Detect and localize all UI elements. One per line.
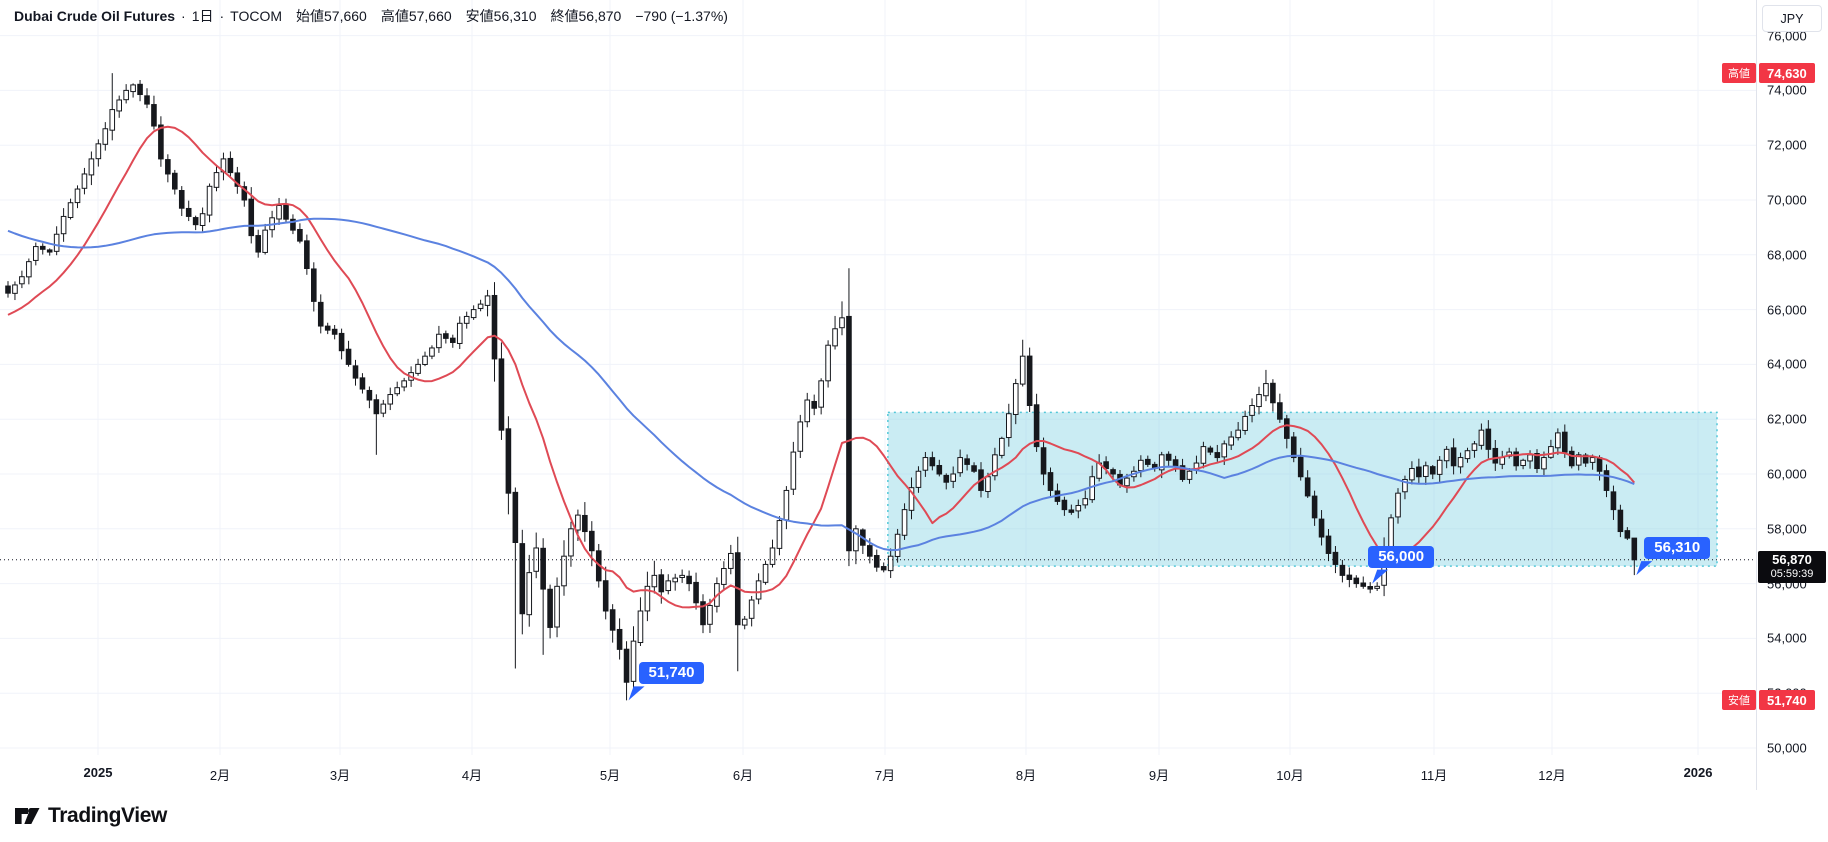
tradingview-logo[interactable]: TradingView <box>14 804 167 828</box>
chart-legend: Dubai Crude Oil Futures · 1日 · TOCOM 始値5… <box>14 6 728 26</box>
price-axis[interactable]: 76,000 74,000 72,000 70,000 68,000 66,000 64,0… <box>1756 0 1828 790</box>
price-tick-66000: 66,000 <box>1767 302 1807 318</box>
separator: · <box>219 8 225 24</box>
price-tick-74000: 74,000 <box>1767 82 1807 98</box>
price-tick-64000: 64,000 <box>1767 356 1807 372</box>
price-tick-54000: 54,000 <box>1767 630 1807 646</box>
moving-average-lines <box>7 125 1636 609</box>
candlestick-chart-canvas[interactable] <box>0 0 1756 755</box>
bar-countdown: 05:59:39 <box>1770 568 1814 581</box>
time-tick-5月: 5月 <box>599 768 621 783</box>
period-low-label: 安値 51,740 <box>1722 690 1815 711</box>
chart-plot-area[interactable] <box>0 0 1756 755</box>
time-tick-2026: 2026 <box>1683 765 1713 780</box>
time-tick-4月: 4月 <box>461 768 483 783</box>
currency-toggle-button[interactable]: JPY <box>1762 5 1822 32</box>
time-tick-8月: 8月 <box>1015 768 1037 783</box>
price-marker-56000[interactable]: 56,000 <box>1368 545 1435 568</box>
candles <box>5 73 1638 701</box>
time-tick-12月: 12月 <box>1538 768 1566 783</box>
high-chip-label: 高値 <box>1722 63 1756 84</box>
gridlines <box>0 0 1756 755</box>
marker-tails <box>628 561 1653 701</box>
price-marker-51740[interactable]: 51,740 <box>638 662 705 685</box>
highlight-region[interactable] <box>887 411 1718 567</box>
ohlc-close: 終値56,870 <box>550 8 622 24</box>
time-tick-11月: 11月 <box>1420 768 1448 783</box>
interval-label[interactable]: 1日 <box>191 8 214 24</box>
time-tick-2025: 2025 <box>83 765 113 780</box>
footer: TradingView <box>0 790 1828 842</box>
price-tick-62000: 62,000 <box>1767 411 1807 427</box>
time-tick-2月: 2月 <box>209 768 231 783</box>
ohlc-high: 高値57,660 <box>380 8 452 24</box>
time-axis[interactable]: 2025 2月 3月 4月 5月 6月 7月 8月 9月 10月 11月 12月 2026 <box>0 755 1756 791</box>
price-tick-60000: 60,000 <box>1767 466 1807 482</box>
time-tick-9月: 9月 <box>1148 768 1170 783</box>
price-tick-50000: 50,000 <box>1767 740 1807 756</box>
time-tick-6月: 6月 <box>732 768 754 783</box>
price-tick-72000: 72,000 <box>1767 137 1807 153</box>
last-price-value: 56,870 <box>1772 552 1812 568</box>
exchange-label: TOCOM <box>230 8 283 24</box>
low-chip-value: 51,740 <box>1759 690 1815 711</box>
low-chip-label: 安値 <box>1722 690 1756 711</box>
symbol-title[interactable]: Dubai Crude Oil Futures <box>14 8 176 24</box>
tradingview-wordmark: TradingView <box>48 804 167 827</box>
change-value: −790 (−1.37%) <box>635 8 728 24</box>
tradingview-logo-mark <box>15 808 40 824</box>
separator: · <box>181 8 186 24</box>
time-tick-3月: 3月 <box>329 768 351 783</box>
time-tick-7月: 7月 <box>874 768 896 783</box>
price-tick-70000: 70,000 <box>1767 192 1807 208</box>
price-tick-68000: 68,000 <box>1767 247 1807 263</box>
price-marker-56310[interactable]: 56,310 <box>1644 537 1711 560</box>
time-tick-10月: 10月 <box>1276 768 1304 783</box>
ohlc-open: 始値57,660 <box>296 8 367 24</box>
ohlc-low: 安値56,310 <box>465 8 537 24</box>
period-high-label: 高値 74,630 <box>1722 63 1815 84</box>
last-price-box: 56,870 05:59:39 <box>1758 551 1826 584</box>
high-chip-value: 74,630 <box>1759 63 1815 84</box>
price-tick-58000: 58,000 <box>1767 521 1807 537</box>
